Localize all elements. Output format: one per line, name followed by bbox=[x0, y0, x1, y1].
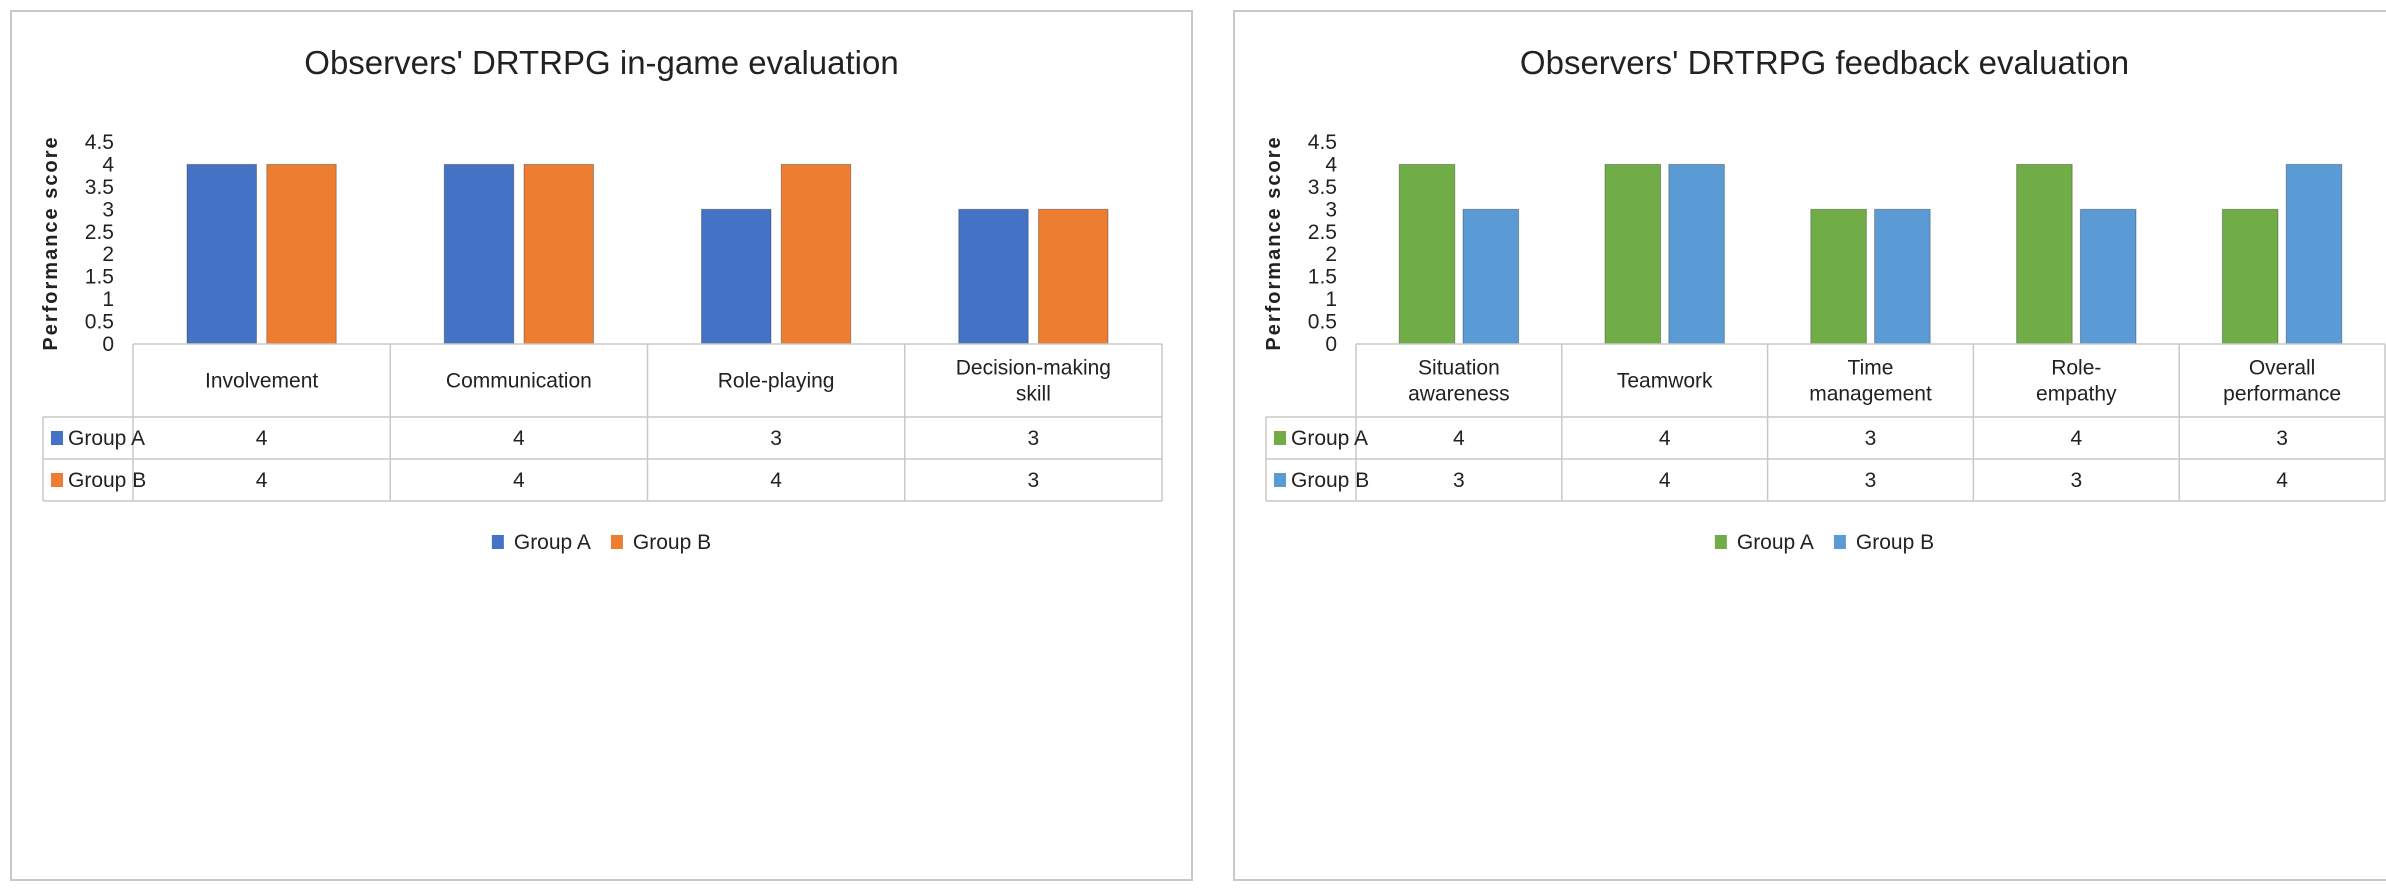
y-tick-label: 1.5 bbox=[85, 266, 114, 289]
table-value: 3 bbox=[1865, 427, 1877, 450]
y-tick-label: 0.5 bbox=[85, 311, 114, 334]
category-label: Communication bbox=[446, 370, 592, 393]
table-value: 3 bbox=[2070, 469, 2082, 492]
bar-group-b bbox=[1038, 208, 1109, 345]
category-label: management bbox=[1809, 383, 1932, 406]
y-axis-label: Performance score bbox=[40, 135, 62, 350]
legend-label: Group A bbox=[1737, 531, 1814, 554]
table-legend-key bbox=[1274, 431, 1286, 445]
bar-group-b bbox=[523, 163, 594, 345]
bar-group-a bbox=[2221, 208, 2279, 345]
table-value: 4 bbox=[1659, 469, 1671, 492]
table-series-name: Group A bbox=[1291, 427, 1368, 450]
bar-group-b bbox=[2079, 208, 2137, 345]
table-value: 3 bbox=[2276, 427, 2288, 450]
legend-swatch bbox=[610, 535, 623, 549]
table-value: 3 bbox=[1865, 469, 1877, 492]
table-value: 4 bbox=[1453, 427, 1465, 450]
y-tick-label: 2.5 bbox=[85, 221, 114, 244]
y-tick-label: 1.5 bbox=[1308, 266, 1337, 289]
y-tick-label: 4 bbox=[1325, 153, 1337, 176]
bar-group-a bbox=[1810, 208, 1867, 345]
chart-in-game-evaluation: Observers' DRTRPG in-game evaluation Perf… bbox=[40, 44, 1163, 554]
legend-label: Group A bbox=[514, 531, 591, 554]
table-legend-key bbox=[51, 431, 63, 445]
chart-feedback-evaluation: Observers' DRTRPG feedback evaluation Per… bbox=[1263, 44, 2386, 554]
category-label: empathy bbox=[2036, 383, 2117, 406]
y-tick-label: 3.5 bbox=[1308, 176, 1337, 199]
bar-group-a bbox=[701, 208, 772, 345]
legend-swatch bbox=[1714, 535, 1727, 549]
category-label: Decision-making bbox=[956, 357, 1111, 380]
y-tick-label: 3 bbox=[102, 198, 114, 221]
category-label: skill bbox=[1016, 383, 1051, 406]
category-label: Teamwork bbox=[1617, 370, 1713, 393]
y-tick-label: 2 bbox=[1325, 243, 1337, 266]
bar-group-b bbox=[1462, 208, 1520, 345]
bar-group-a bbox=[186, 163, 257, 345]
y-tick-label: 0 bbox=[102, 333, 114, 356]
table-value: 4 bbox=[770, 469, 782, 492]
category-label: awareness bbox=[1408, 383, 1510, 406]
y-tick-label: 3 bbox=[1325, 198, 1337, 221]
legend-swatch bbox=[1833, 535, 1846, 549]
bar-group-a bbox=[958, 208, 1029, 345]
table-value: 4 bbox=[256, 469, 268, 492]
y-tick-label: 2 bbox=[102, 243, 114, 266]
bar-group-a bbox=[2016, 163, 2073, 345]
chart-title: Observers' DRTRPG feedback evaluation bbox=[1520, 44, 2129, 81]
legend-swatch bbox=[491, 535, 504, 549]
table-value: 4 bbox=[256, 427, 268, 450]
chart-title: Observers' DRTRPG in-game evaluation bbox=[304, 44, 898, 81]
table-value: 4 bbox=[513, 469, 525, 492]
category-label: Situation bbox=[1418, 357, 1500, 380]
bar-group-b bbox=[266, 163, 337, 345]
bar-group-a bbox=[1398, 163, 1456, 345]
category-label: performance bbox=[2223, 383, 2341, 406]
bar-group-b bbox=[1874, 208, 1931, 345]
table-value: 4 bbox=[513, 427, 525, 450]
table-value: 3 bbox=[1028, 469, 1040, 492]
table-value: 3 bbox=[1028, 427, 1040, 450]
bar-group-a bbox=[443, 163, 515, 345]
y-tick-label: 1 bbox=[102, 288, 114, 311]
category-label: Involvement bbox=[205, 370, 318, 393]
chart-panel-feedback: Observers' DRTRPG feedback evaluation Per… bbox=[1233, 10, 2386, 881]
table-series-name: Group B bbox=[68, 469, 146, 492]
table-legend-key bbox=[51, 473, 63, 487]
table-series-name: Group A bbox=[68, 427, 145, 450]
bar-group-b bbox=[780, 163, 852, 345]
table-value: 4 bbox=[2276, 469, 2288, 492]
table-series-name: Group B bbox=[1291, 469, 1369, 492]
y-axis-label: Performance score bbox=[1263, 135, 1285, 350]
y-tick-label: 1 bbox=[1325, 288, 1337, 311]
y-tick-label: 0 bbox=[1325, 333, 1337, 356]
category-label: Time bbox=[1848, 357, 1894, 380]
y-tick-label: 4.5 bbox=[1308, 131, 1337, 154]
category-label: Role-playing bbox=[718, 370, 835, 393]
table-value: 4 bbox=[1659, 427, 1671, 450]
bar-group-b bbox=[2285, 163, 2343, 345]
category-label: Overall bbox=[2249, 357, 2316, 380]
table-value: 3 bbox=[1453, 469, 1465, 492]
y-tick-label: 4.5 bbox=[85, 131, 114, 154]
category-label: Role- bbox=[2051, 357, 2101, 380]
legend-label: Group B bbox=[1856, 531, 1934, 554]
y-tick-label: 0.5 bbox=[1308, 311, 1337, 334]
y-tick-label: 4 bbox=[102, 153, 114, 176]
legend-label: Group B bbox=[633, 531, 711, 554]
y-tick-label: 2.5 bbox=[1308, 221, 1337, 244]
table-legend-key bbox=[1274, 473, 1286, 487]
bar-group-b bbox=[1668, 163, 1725, 345]
chart-panel-in-game: Observers' DRTRPG in-game evaluation Perf… bbox=[10, 10, 1193, 881]
bar-group-a bbox=[1604, 163, 1662, 345]
table-value: 3 bbox=[770, 427, 782, 450]
table-value: 4 bbox=[2070, 427, 2082, 450]
y-tick-label: 3.5 bbox=[85, 176, 114, 199]
